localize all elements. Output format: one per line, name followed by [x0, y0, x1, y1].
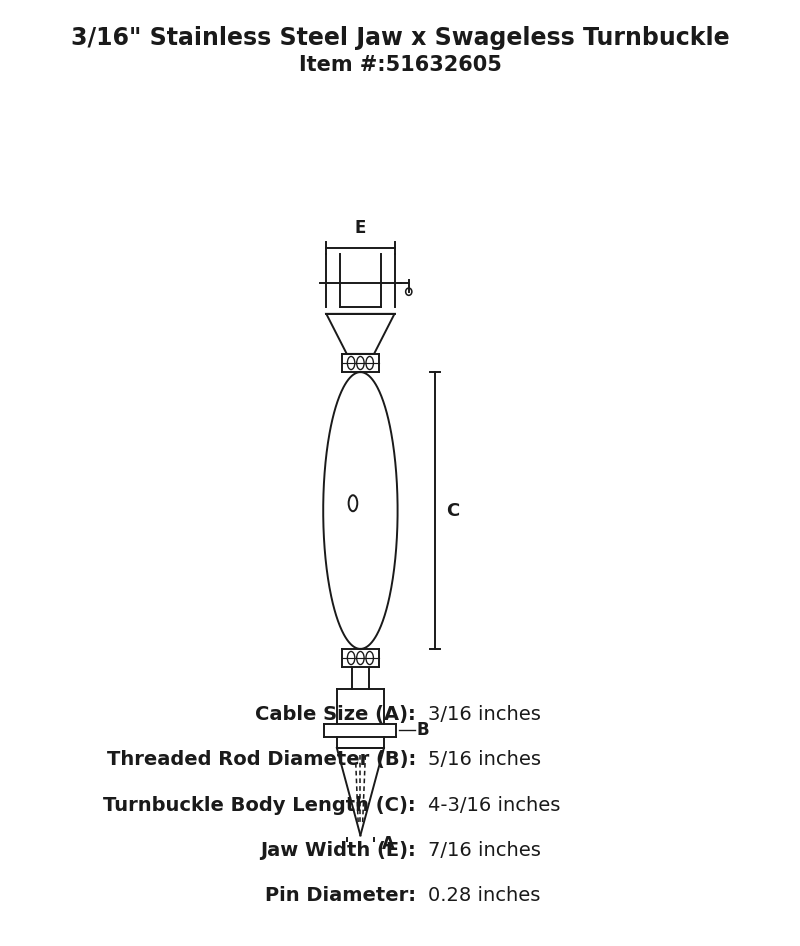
Text: 0.28 inches: 0.28 inches: [428, 886, 540, 905]
Text: A: A: [382, 835, 394, 853]
Text: Jaw Width (E):: Jaw Width (E):: [260, 841, 416, 860]
Text: B: B: [416, 722, 429, 740]
Text: 3/16 inches: 3/16 inches: [428, 705, 541, 724]
Text: Pin Diameter:: Pin Diameter:: [265, 886, 416, 905]
Text: 5/16 inches: 5/16 inches: [428, 750, 541, 769]
Text: Threaded Rod Diameter (B):: Threaded Rod Diameter (B):: [106, 750, 416, 769]
Text: E: E: [354, 219, 366, 237]
Text: Turnbuckle Body Length (C):: Turnbuckle Body Length (C):: [103, 796, 416, 815]
Text: C: C: [446, 501, 459, 519]
Text: 7/16 inches: 7/16 inches: [428, 841, 541, 860]
Text: 4-3/16 inches: 4-3/16 inches: [428, 796, 560, 815]
Text: Item #:51632605: Item #:51632605: [298, 55, 502, 75]
Text: 3/16" Stainless Steel Jaw x Swageless Turnbuckle: 3/16" Stainless Steel Jaw x Swageless Tu…: [70, 26, 730, 49]
Text: Cable Size (A):: Cable Size (A):: [255, 705, 416, 724]
